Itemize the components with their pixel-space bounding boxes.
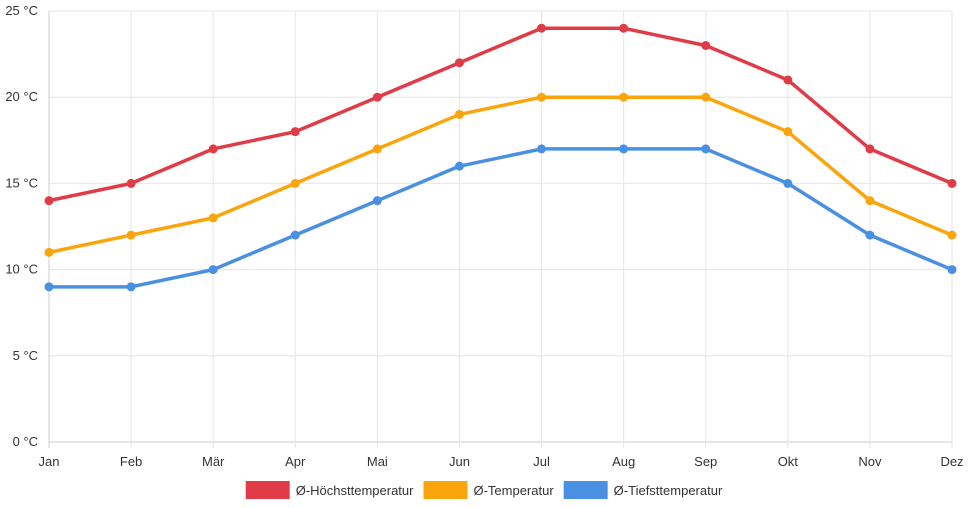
data-point-series-1[interactable]: [701, 40, 711, 50]
data-point-series-1[interactable]: [290, 127, 300, 137]
legend-swatch: [423, 481, 468, 499]
data-point-series-2[interactable]: [126, 230, 136, 240]
data-point-series-1[interactable]: [372, 92, 382, 102]
legend-item-3[interactable]: Ø-Tiefsttemperatur: [563, 481, 723, 499]
data-point-series-3[interactable]: [290, 230, 300, 240]
legend-swatch: [563, 481, 608, 499]
y-tick-label: 10 °C: [5, 262, 38, 277]
data-point-series-2[interactable]: [865, 196, 875, 206]
data-point-series-1[interactable]: [44, 196, 54, 206]
data-point-series-1[interactable]: [537, 23, 547, 33]
data-point-series-3[interactable]: [865, 230, 875, 240]
data-points: [44, 23, 957, 292]
data-point-series-1[interactable]: [783, 75, 793, 85]
legend: Ø-Höchsttemperatur Ø-Temperatur Ø-Tiefstte…: [245, 481, 723, 499]
y-tick-label: 25 °C: [5, 3, 38, 18]
data-point-series-3[interactable]: [126, 282, 136, 292]
x-tick-label: Okt: [778, 454, 799, 469]
data-point-series-2[interactable]: [44, 247, 54, 257]
data-point-series-3[interactable]: [208, 265, 218, 275]
x-axis-tick-labels: Jan Feb Mär Apr Mai Jun Jul Aug Sep Okt Nov Dez: [39, 454, 964, 469]
series-line-3: [47, 147, 954, 289]
data-point-series-3[interactable]: [783, 178, 793, 188]
data-point-series-1[interactable]: [208, 144, 218, 154]
series-line-1: [47, 26, 954, 203]
x-tick-label: Sep: [694, 454, 717, 469]
data-point-series-2[interactable]: [537, 92, 547, 102]
data-point-series-3[interactable]: [701, 144, 711, 154]
data-point-series-3[interactable]: [44, 282, 54, 292]
series-line-2: [47, 95, 954, 255]
data-point-series-1[interactable]: [619, 23, 629, 33]
x-tick-label: Nov: [858, 454, 882, 469]
legend-label: Ø-Höchsttemperatur: [296, 483, 414, 498]
legend-item-1[interactable]: Ø-Höchsttemperatur: [245, 481, 414, 499]
data-point-series-2[interactable]: [290, 178, 300, 188]
x-tick-label: Dez: [940, 454, 963, 469]
data-point-series-1[interactable]: [947, 178, 957, 188]
x-tick-label: Apr: [285, 454, 306, 469]
y-tick-label: 20 °C: [5, 89, 38, 104]
x-tick-label: Jul: [533, 454, 550, 469]
series-lines: [47, 26, 954, 289]
legend-item-2[interactable]: Ø-Temperatur: [423, 481, 554, 499]
x-tick-label: Aug: [612, 454, 635, 469]
x-tick-label: Mär: [202, 454, 225, 469]
y-tick-label: 15 °C: [5, 175, 38, 190]
data-point-series-2[interactable]: [454, 109, 464, 119]
data-point-series-2[interactable]: [701, 92, 711, 102]
grid: [48, 10, 953, 448]
x-tick-label: Jun: [449, 454, 470, 469]
data-point-series-2[interactable]: [208, 213, 218, 223]
data-point-series-2[interactable]: [783, 127, 793, 137]
y-tick-label: 0 °C: [13, 434, 38, 449]
data-point-series-2[interactable]: [947, 230, 957, 240]
legend-swatch: [245, 481, 290, 499]
x-tick-label: Jan: [39, 454, 60, 469]
data-point-series-3[interactable]: [537, 144, 547, 154]
data-point-series-2[interactable]: [372, 144, 382, 154]
data-point-series-1[interactable]: [126, 178, 136, 188]
x-tick-label: Feb: [120, 454, 142, 469]
y-tick-label: 5 °C: [13, 348, 38, 363]
x-tick-label: Mai: [367, 454, 388, 469]
legend-label: Ø-Tiefsttemperatur: [614, 483, 723, 498]
data-point-series-3[interactable]: [619, 144, 629, 154]
data-point-series-3[interactable]: [372, 196, 382, 206]
data-point-series-3[interactable]: [454, 161, 464, 171]
data-point-series-3[interactable]: [947, 265, 957, 275]
data-point-series-2[interactable]: [619, 92, 629, 102]
legend-label: Ø-Temperatur: [473, 483, 554, 498]
y-axis-tick-labels: 0 °C 5 °C 10 °C 15 °C 20 °C 25 °C: [5, 3, 38, 449]
data-point-series-1[interactable]: [454, 58, 464, 68]
data-point-series-1[interactable]: [865, 144, 875, 154]
